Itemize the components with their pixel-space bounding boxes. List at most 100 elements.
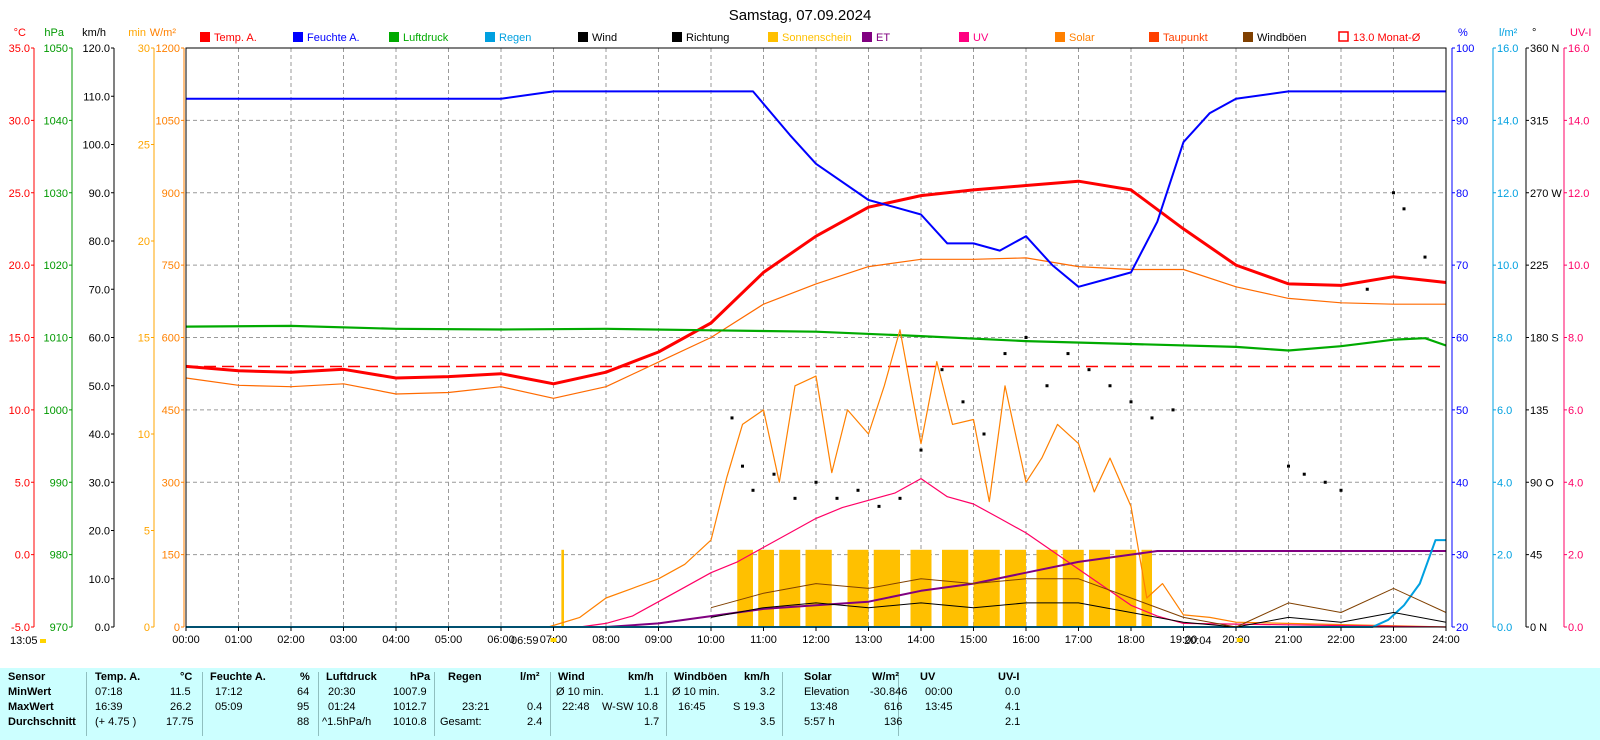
press-max-value: 1012.7 — [393, 701, 427, 713]
rain-total-value: 2.4 — [527, 716, 543, 728]
left-axis-unit: hPa — [44, 27, 64, 39]
left-tick-label: -5.0 — [11, 622, 30, 634]
x-tick-label: 04:00 — [382, 634, 410, 646]
legend-label: 13.0 Monat-Ø — [1353, 32, 1421, 44]
right-tick-label: 6.0 — [1568, 405, 1583, 417]
direction-point — [1108, 384, 1112, 388]
left-tick-label: 980 — [50, 550, 68, 562]
gust-max-value: S 19.3 — [733, 701, 765, 713]
rain-max-time: 23:21 — [462, 701, 490, 713]
x-tick-label: 24:00 — [1432, 634, 1460, 646]
hum-max-time: 05:09 — [215, 701, 243, 713]
hum-max-value: 95 — [297, 701, 310, 713]
legend-swatch — [200, 32, 210, 42]
legend-label: Wind — [592, 32, 617, 44]
header-rain-unit: l/m² — [520, 671, 540, 683]
sunshine-bar — [1005, 549, 1026, 627]
direction-point — [772, 472, 776, 476]
right-tick-label: 16.0 — [1568, 43, 1589, 55]
left-tick-label: 15 — [138, 333, 150, 345]
direction-point — [919, 448, 923, 452]
solar-hours: 5:57 h — [804, 716, 835, 728]
x-tick-label: 21:00 — [1275, 634, 1303, 646]
sunshine-bar — [758, 549, 774, 627]
left-tick-label: 10.0 — [89, 574, 110, 586]
right-tick-label: 0.0 — [1568, 622, 1583, 634]
gust-avg-value: 3.5 — [760, 716, 776, 728]
sunshine-bar — [873, 549, 900, 627]
right-axes: % 100 90 80 70 60 50 40 30 20 l/m² 16.0 14.0 12.0 10.0… — [1451, 27, 1591, 634]
left-tick-label: 5 — [144, 526, 150, 538]
left-tick-label: 1040 — [44, 115, 68, 127]
x-tick-label: 18:00 — [1117, 634, 1145, 646]
rain-max-value: 0.4 — [527, 701, 543, 713]
left-tick-label: 20.0 — [89, 526, 110, 538]
right-tick-label: 2.0 — [1568, 550, 1583, 562]
weather-chart: Samstag, 07.09.2024 Temp. A. Feuchte A. Lu… — [8, 7, 1592, 647]
sunshine-bar — [737, 549, 753, 627]
left-tick-label: 150 — [162, 550, 180, 562]
direction-point — [856, 488, 860, 492]
left-tick-label: 0 — [174, 622, 180, 634]
header-uv: UV — [920, 671, 936, 683]
direction-point — [1087, 368, 1091, 372]
left-tick-label: 30.0 — [9, 115, 30, 127]
right-tick-label: 50 — [1456, 405, 1468, 417]
left-tick-label: 750 — [162, 260, 180, 272]
series-line — [710, 602, 1447, 628]
legend-label: Taupunkt — [1163, 32, 1208, 44]
left-tick-label: 40.0 — [89, 429, 110, 441]
series-line — [579, 478, 1447, 628]
left-tick-label: 30.0 — [89, 477, 110, 489]
legend-swatch — [672, 32, 682, 42]
hum-avg-value: 88 — [297, 716, 310, 728]
left-tick-label: 50.0 — [89, 381, 110, 393]
left-tick-label: 20 — [138, 236, 150, 248]
left-tick-label: 25.0 — [9, 188, 30, 200]
x-tick-label: 16:00 — [1012, 634, 1040, 646]
wind-max-time: 22:48 — [562, 701, 590, 713]
x-tick-label: 17:00 — [1065, 634, 1093, 646]
bottom-left-time: 13:05 — [10, 635, 38, 647]
x-tick-label: 05:00 — [435, 634, 463, 646]
left-tick-label: 10.0 — [9, 405, 30, 417]
left-tick-label: 90.0 — [89, 188, 110, 200]
press-min-time: 20:30 — [328, 686, 356, 698]
x-tick-label: 19:00 — [1170, 634, 1198, 646]
right-tick-label: 40 — [1456, 477, 1468, 489]
header-uvi: UV-I — [998, 671, 1020, 683]
header-hum: Feuchte A. — [210, 671, 266, 683]
direction-point — [751, 488, 755, 492]
press-trend: ^1.5hPa/h — [322, 716, 372, 728]
right-tick-label: 14.0 — [1497, 115, 1518, 127]
header-gust-unit: km/h — [744, 671, 770, 683]
series-line — [710, 578, 1447, 628]
rain-total-label: Gesamt: — [440, 716, 482, 728]
header-rain: Regen — [448, 671, 482, 683]
direction-point — [1423, 255, 1427, 259]
series-line — [185, 324, 1447, 352]
sunshine-bar — [1141, 549, 1152, 627]
left-tick-label: 1020 — [44, 260, 68, 272]
wind-avg-value: 1.7 — [644, 716, 660, 728]
sunset-marker — [1236, 638, 1243, 642]
left-tick-label: 600 — [162, 333, 180, 345]
x-axis: 00:0001:0002:0003:0004:0005:0006:0007:00… — [172, 627, 1460, 646]
x-tick-label: 15:00 — [960, 634, 988, 646]
temp-max-time: 16:39 — [95, 701, 123, 713]
left-tick-label: 120.0 — [82, 43, 110, 55]
left-axis-unit: km/h — [82, 27, 106, 39]
direction-point — [1365, 287, 1369, 291]
direction-point — [1045, 384, 1049, 388]
series-lines — [185, 90, 1447, 628]
x-tick-label: 11:00 — [750, 634, 777, 646]
direction-point — [741, 464, 744, 468]
left-tick-label: 0.0 — [15, 550, 30, 562]
x-tick-label: 06:00 — [487, 634, 515, 646]
uv-max-time: 13:45 — [925, 701, 953, 713]
statistics-table: Sensor MinWert MaxWert Durchschnitt Temp… — [0, 668, 1600, 740]
direction-point — [1024, 336, 1028, 339]
right-axis-unit: % — [1458, 27, 1468, 39]
left-tick-label: 990 — [50, 477, 68, 489]
sunshine-bar — [910, 549, 932, 627]
